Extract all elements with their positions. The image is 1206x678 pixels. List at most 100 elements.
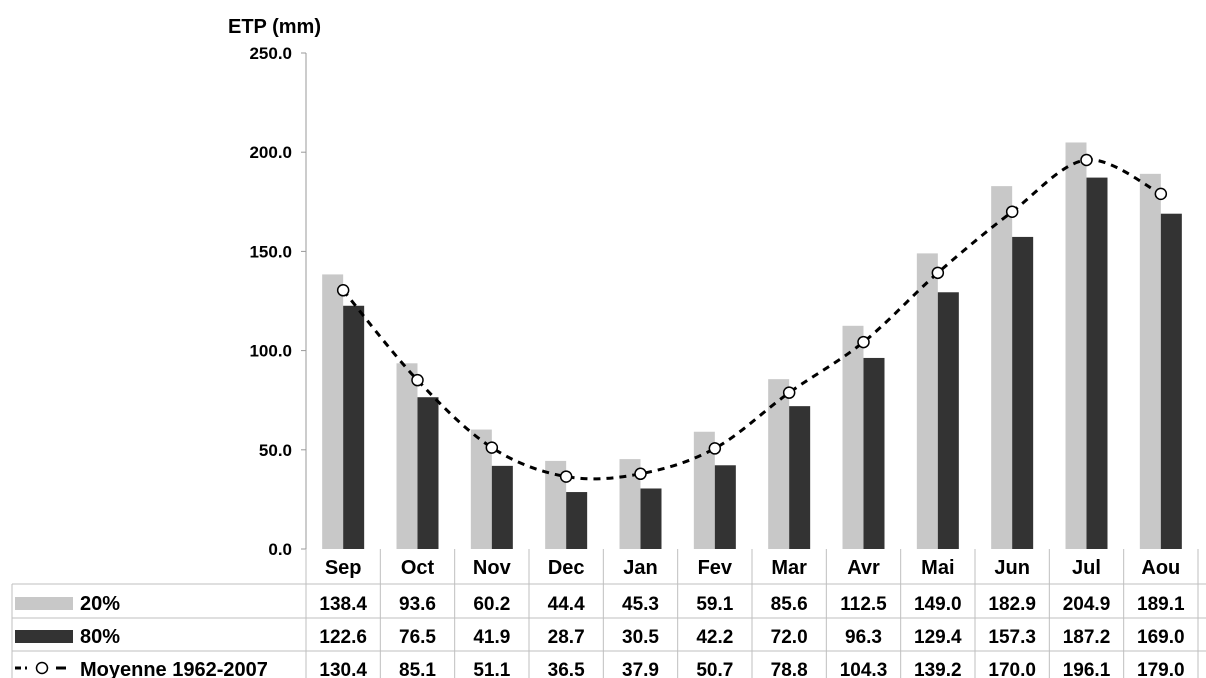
y-axis-label: ETP (mm) [228,16,321,38]
bar-20-fev [693,431,715,549]
mean-point-mai [931,266,945,280]
table-cell: 187.2 [1063,627,1111,648]
mean-point-nov [485,441,499,454]
bar-80-jan [640,488,662,549]
mean-point-aou [1154,187,1168,201]
table-cell: 72.0 [771,627,808,648]
table-cell: 130.4 [319,660,367,678]
table-cell: 85.1 [399,660,436,678]
y-tick-label: 0.0 [268,540,292,559]
bar-20-jul [1065,142,1087,549]
bar-20-mar [768,379,790,549]
mean-point-oct [411,373,424,387]
bar-80-jul [1086,177,1108,549]
legend-key-20 [15,597,73,610]
table-cell: 157.3 [988,627,1036,648]
bar-20-jan [619,459,641,549]
y-tick-label: 200.0 [249,143,292,162]
bar-20-avr [842,325,864,549]
mean-point-jun [1005,205,1019,218]
category-label-fev: Fev [698,557,733,579]
category-label-nov: Nov [473,557,512,579]
table-cell: 36.5 [548,660,585,678]
category-label-mai: Mai [921,557,954,579]
category-label-aou: Aou [1141,557,1180,579]
table-cell: 149.0 [914,594,962,615]
bar-80-aou [1160,213,1182,550]
table-cell: 170.0 [988,660,1036,678]
y-tick-label: 150.0 [249,242,292,261]
table-cell: 169.0 [1137,627,1185,648]
category-label-mar: Mar [771,557,807,579]
category-label-jan: Jan [623,557,657,579]
table-cell: 51.1 [473,660,510,678]
table-cell: 138.4 [319,594,367,615]
mean-point-avr [857,335,870,349]
legend-label-80: 80% [80,626,120,648]
bar-20-mai [916,253,938,549]
table-cell: 85.6 [771,594,808,615]
table-cell: 196.1 [1063,660,1111,678]
bar-20-nov [470,429,492,549]
bar-80-mar [789,406,811,549]
mean-point-mar [782,386,796,399]
bar-20-jun [991,186,1013,549]
table-cell: 139.2 [914,660,962,678]
bar-80-fev [714,465,736,549]
bar-20-oct [396,363,418,549]
bar-20-dec [545,460,567,549]
table-cell: 189.1 [1137,594,1185,615]
mean-point-jul [1080,153,1093,167]
table-cell: 93.6 [399,594,436,615]
y-tick-label: 100.0 [249,342,292,361]
bar-80-avr [863,357,885,549]
table-cell: 96.3 [845,627,882,648]
table-cell: 179.0 [1137,660,1185,678]
bar-80-oct [417,397,439,549]
table-cell: 41.9 [473,627,510,648]
bar-80-jun [1012,236,1034,549]
category-label-avr: Avr [847,557,880,579]
bar-80-nov [491,465,513,549]
category-label-dec: Dec [548,557,585,579]
table-cell: 76.5 [399,627,436,648]
table-cell: 37.9 [622,660,659,678]
mean-point-dec [559,470,573,483]
table-cell: 30.5 [622,627,659,648]
mean-line-group [336,153,1168,483]
y-tick-label: 50.0 [259,441,292,460]
bar-20-sep [322,274,344,549]
table-cell: 59.1 [696,594,733,615]
category-label-jun: Jun [994,557,1030,579]
table-cell: 45.3 [622,594,659,615]
legend-key-mean-marker [35,661,49,675]
table-cell: 122.6 [319,627,367,648]
data-table: Sep Oct Nov Dec Jan Fev Mar Avr Mai Jun Jul Aou 20% 8… [11,549,1206,678]
mean-line [342,158,1162,481]
table-cell: 44.4 [548,594,585,615]
y-tick-label: 250.0 [249,44,292,63]
table-cell: 60.2 [473,594,510,615]
table-cell: 28.7 [548,627,585,648]
table-cell: 204.9 [1063,594,1111,615]
table-cell: 50.7 [696,660,733,678]
table-cell: 129.4 [914,627,962,648]
category-label-oct: Oct [401,557,435,579]
table-cell: 104.3 [840,660,888,678]
bar-80-sep [343,305,365,549]
legend-label-mean: Moyenne 1962-2007 [80,659,268,678]
y-axis: 0.0 50.0 100.0 150.0 200.0 250.0 [249,44,307,559]
table-cell: 182.9 [988,594,1036,615]
bars-group [322,142,1182,550]
category-label-jul: Jul [1072,557,1101,579]
table-cell: 112.5 [840,594,887,615]
table-cell: 42.2 [696,627,733,648]
legend-key-80 [15,630,73,643]
mean-point-sep [336,284,350,297]
bar-80-mai [937,292,959,549]
bar-20-aou [1139,173,1161,549]
category-label-sep: Sep [325,557,362,579]
mean-point-jan [634,467,647,481]
table-cell: 78.8 [771,660,808,678]
